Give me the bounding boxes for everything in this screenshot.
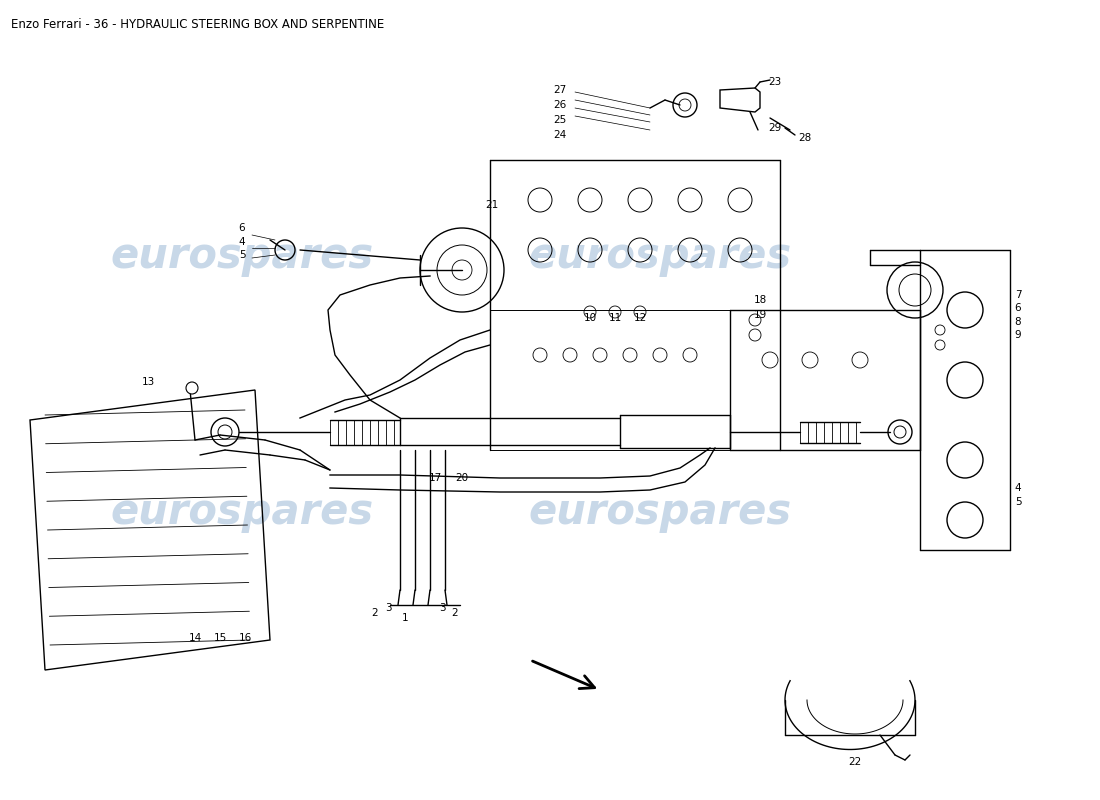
Text: 2: 2 bbox=[452, 608, 459, 618]
FancyArrowPatch shape bbox=[532, 661, 595, 689]
Text: 22: 22 bbox=[848, 757, 861, 767]
Text: eurospares: eurospares bbox=[110, 235, 374, 277]
Text: 18: 18 bbox=[754, 295, 767, 305]
Text: 23: 23 bbox=[769, 77, 782, 87]
Text: 4: 4 bbox=[239, 237, 245, 247]
Text: eurospares: eurospares bbox=[528, 235, 792, 277]
Text: Enzo Ferrari - 36 - HYDRAULIC STEERING BOX AND SERPENTINE: Enzo Ferrari - 36 - HYDRAULIC STEERING B… bbox=[11, 18, 384, 31]
Text: 3: 3 bbox=[439, 603, 446, 613]
Circle shape bbox=[186, 382, 198, 394]
Text: 9: 9 bbox=[1014, 330, 1021, 340]
Text: 29: 29 bbox=[769, 123, 782, 133]
Text: 7: 7 bbox=[1014, 290, 1021, 300]
Text: 6: 6 bbox=[1014, 303, 1021, 313]
Text: eurospares: eurospares bbox=[528, 491, 792, 533]
Text: 15: 15 bbox=[213, 633, 227, 643]
Text: 1: 1 bbox=[402, 613, 408, 623]
Text: 16: 16 bbox=[239, 633, 252, 643]
Text: 10: 10 bbox=[583, 313, 596, 323]
Text: 27: 27 bbox=[553, 85, 566, 95]
Text: 11: 11 bbox=[608, 313, 622, 323]
Text: 14: 14 bbox=[188, 633, 201, 643]
Text: 4: 4 bbox=[1014, 483, 1021, 493]
Text: 6: 6 bbox=[239, 223, 245, 233]
Text: 20: 20 bbox=[455, 473, 469, 483]
Text: 19: 19 bbox=[754, 310, 767, 320]
Text: 5: 5 bbox=[239, 250, 245, 260]
Text: 21: 21 bbox=[485, 200, 498, 210]
Text: 3: 3 bbox=[385, 603, 392, 613]
Text: 8: 8 bbox=[1014, 317, 1021, 327]
Text: 24: 24 bbox=[553, 130, 566, 140]
Text: 2: 2 bbox=[372, 608, 378, 618]
Text: 12: 12 bbox=[634, 313, 647, 323]
Text: 28: 28 bbox=[799, 133, 812, 143]
Text: 5: 5 bbox=[1014, 497, 1021, 507]
Text: 25: 25 bbox=[553, 115, 566, 125]
Text: 17: 17 bbox=[428, 473, 441, 483]
Text: eurospares: eurospares bbox=[110, 491, 374, 533]
Text: 13: 13 bbox=[142, 377, 155, 387]
Text: 26: 26 bbox=[553, 100, 566, 110]
